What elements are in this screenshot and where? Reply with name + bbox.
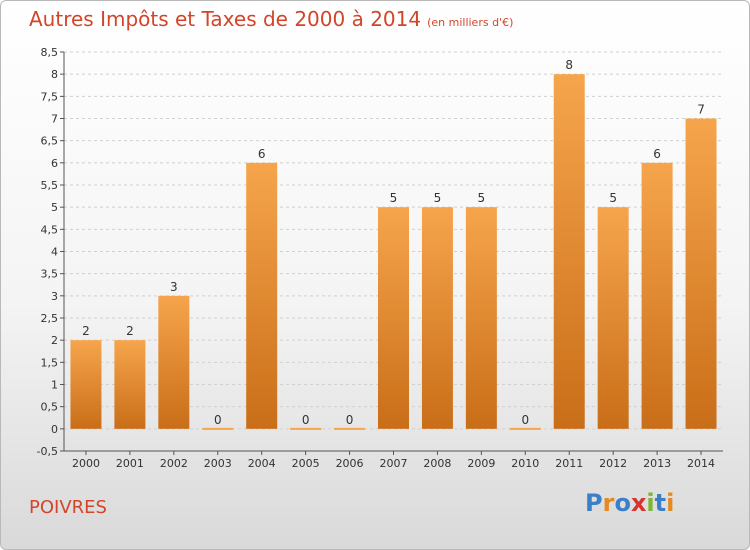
bar xyxy=(378,207,409,429)
bar-value-label: 0 xyxy=(214,413,222,427)
x-tick-label: 2013 xyxy=(643,457,671,470)
x-tick-label: 2005 xyxy=(292,457,320,470)
chart-title-text: Autres Impôts et Taxes de 2000 à 2014 xyxy=(29,7,422,31)
y-tick-label: 6,5 xyxy=(41,135,59,148)
y-tick-label: 3,5 xyxy=(41,268,59,281)
bar-value-label: 7 xyxy=(697,103,705,117)
bar-value-label: 3 xyxy=(170,280,178,294)
bar-value-label: 5 xyxy=(609,191,617,205)
logo-letter: o xyxy=(614,489,631,517)
x-tick-label: 2007 xyxy=(380,457,408,470)
bar xyxy=(246,162,278,429)
proxiti-logo: Proxiti xyxy=(585,489,674,517)
y-tick-label: 7 xyxy=(51,113,58,126)
x-tick-label: 2014 xyxy=(687,457,715,470)
y-tick-label: 4 xyxy=(51,246,58,259)
bar-value-label: 8 xyxy=(565,58,573,72)
logo-letter: P xyxy=(585,489,603,517)
chart-title: Autres Impôts et Taxes de 2000 à 2014 (en… xyxy=(29,7,513,31)
y-tick-label: 4,5 xyxy=(41,223,59,236)
y-tick-label: 5 xyxy=(51,201,58,214)
place-name: POIVRES xyxy=(29,497,107,518)
bar-value-label: 2 xyxy=(82,324,90,338)
y-tick-label: 1,5 xyxy=(41,356,59,369)
x-tick-label: 2009 xyxy=(467,457,495,470)
y-tick-label: 2 xyxy=(51,334,58,347)
y-tick-label: 5,5 xyxy=(41,179,59,192)
y-tick-label: 2,5 xyxy=(41,312,59,325)
bar-value-label: 5 xyxy=(390,191,398,205)
bar-value-label: 0 xyxy=(521,413,529,427)
y-tick-label: 8 xyxy=(51,68,58,81)
x-tick-label: 2004 xyxy=(248,457,276,470)
bar xyxy=(158,295,190,429)
y-tick-label: 3 xyxy=(51,290,58,303)
bar xyxy=(553,74,585,429)
x-tick-label: 2006 xyxy=(336,457,364,470)
y-tick-label: -0,5 xyxy=(37,445,58,458)
bar xyxy=(685,118,717,429)
x-tick-label: 2001 xyxy=(116,457,144,470)
bar-value-label: 0 xyxy=(346,413,354,427)
bar-value-label: 5 xyxy=(434,191,442,205)
x-tick-label: 2008 xyxy=(423,457,451,470)
y-tick-label: 6 xyxy=(51,157,58,170)
bar-value-label: 5 xyxy=(478,191,486,205)
y-tick-label: 0,5 xyxy=(41,401,59,414)
y-tick-label: 1 xyxy=(51,379,58,392)
bar xyxy=(465,207,497,429)
x-tick-label: 2002 xyxy=(160,457,188,470)
y-tick-label: 0 xyxy=(51,423,58,436)
bar-value-label: 0 xyxy=(302,413,310,427)
logo-letter: t xyxy=(654,489,667,517)
bar xyxy=(70,340,102,429)
bar xyxy=(641,162,673,429)
x-tick-label: 2003 xyxy=(204,457,232,470)
bar xyxy=(114,340,146,429)
bar-value-label: 6 xyxy=(653,147,661,161)
chart-subtitle: (en milliers d'€) xyxy=(427,16,514,29)
bar-value-label: 2 xyxy=(126,324,134,338)
x-tick-label: 2011 xyxy=(555,457,583,470)
y-tick-label: 8,5 xyxy=(41,46,59,59)
x-tick-label: 2010 xyxy=(511,457,539,470)
logo-letter: i xyxy=(666,489,675,517)
logo-letter: r xyxy=(602,489,615,517)
bar-value-label: 6 xyxy=(258,147,266,161)
bar xyxy=(421,207,453,429)
logo-letter: x xyxy=(630,489,647,517)
x-tick-label: 2000 xyxy=(72,457,100,470)
logo-letter: i xyxy=(646,489,655,517)
y-tick-label: 7,5 xyxy=(41,90,59,103)
x-tick-label: 2012 xyxy=(599,457,627,470)
bar xyxy=(597,207,629,429)
